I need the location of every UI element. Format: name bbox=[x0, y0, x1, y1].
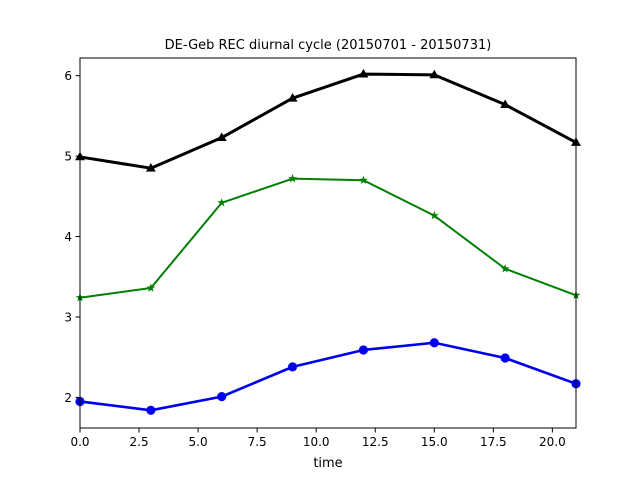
series-3-point-5 bbox=[358, 345, 369, 355]
series-2-point-4 bbox=[288, 174, 297, 183]
series-1-point-5 bbox=[358, 68, 369, 78]
series-1-line bbox=[78, 72, 579, 170]
series-2-point-6 bbox=[429, 211, 439, 220]
series-2-point-3 bbox=[217, 198, 227, 207]
series-2-line bbox=[78, 177, 578, 299]
series-1-point-3 bbox=[216, 132, 227, 142]
series-2-point-2 bbox=[146, 283, 156, 292]
x-tick-label-2: 2.5 bbox=[130, 435, 149, 449]
series-2-point-5 bbox=[359, 175, 368, 184]
series-1-point-2 bbox=[145, 163, 156, 172]
series-1-point-4 bbox=[287, 93, 298, 102]
plot-area: 0.0 2.5 5.0 7.5 10.0 12.5 15.0 17.5 20.0 2 3 4 5 6 bbox=[64, 57, 581, 449]
series-3-point-7 bbox=[500, 353, 510, 363]
chart-title: DE-Geb REC diurnal cycle (20150701 - 201… bbox=[165, 38, 492, 53]
x-axis-label: time bbox=[313, 456, 342, 471]
x-tick-label-1: 0.0 bbox=[70, 435, 89, 449]
series-1-point-7 bbox=[500, 99, 511, 109]
x-tick-label-8: 17.5 bbox=[480, 435, 507, 449]
x-tick-label-3: 5.0 bbox=[189, 435, 208, 449]
x-tick-label-7: 15.0 bbox=[421, 435, 448, 449]
y-tick-label-2: 3 bbox=[64, 311, 72, 325]
y-tick-label-3: 4 bbox=[64, 230, 72, 244]
y-tick-label-1: 2 bbox=[64, 391, 72, 405]
axes-frame bbox=[79, 57, 577, 429]
series-1-point-6 bbox=[429, 69, 440, 79]
x-tick-label-9: 20.0 bbox=[539, 435, 566, 449]
x-tick-label-5: 10.0 bbox=[303, 435, 330, 449]
series-3-point-4 bbox=[287, 362, 298, 372]
y-tick-label-5: 6 bbox=[64, 69, 72, 83]
series-3-point-2 bbox=[146, 405, 156, 415]
y-tick-label-4: 5 bbox=[64, 150, 72, 164]
x-tick-label-6: 12.5 bbox=[362, 435, 389, 449]
x-tick-label-4: 7.5 bbox=[248, 435, 267, 449]
series-3-point-6 bbox=[429, 338, 439, 348]
series-3-point-3 bbox=[217, 392, 227, 402]
series-3-line bbox=[78, 341, 578, 412]
series-2-point-7 bbox=[500, 264, 510, 273]
